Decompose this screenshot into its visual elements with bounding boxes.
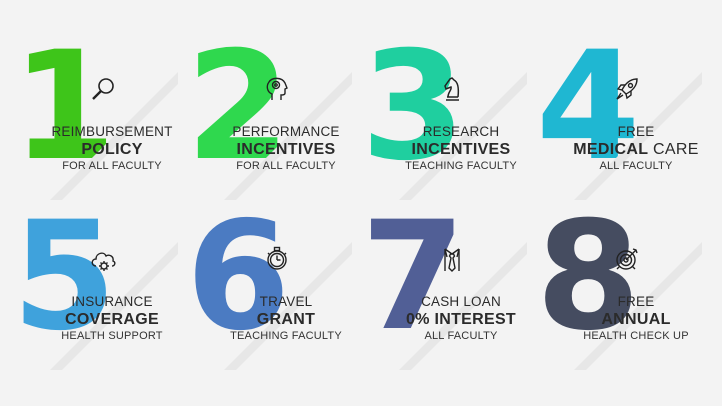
card-line2: ANNUAL	[568, 310, 704, 329]
card-line3: HEALTH CHECK UP	[583, 330, 689, 342]
shirt-tie-icon	[437, 244, 467, 274]
card-4: 4 FREE MEDICAL CARE ALL FACULTY	[532, 32, 704, 200]
card-7: 7 CASH LOAN 0% INTEREST ALL FACULTY	[357, 202, 529, 370]
card-line2-bold: MEDICAL	[573, 141, 649, 158]
card-line3: HEALTH SUPPORT	[61, 330, 163, 342]
card-line1: REIMBURSEMENT	[51, 124, 173, 139]
brain-head-icon	[262, 74, 292, 104]
chess-knight-icon	[437, 74, 467, 104]
card-line2: GRANT	[218, 310, 354, 329]
card-text: REIMBURSEMENT POLICY FOR ALL FACULTY	[44, 124, 180, 174]
card-line2-bold: 0% INTEREST	[406, 311, 516, 328]
card-3: 3 RESEARCH INCENTIVES TEACHING FACULTY	[357, 32, 529, 200]
card-text: PERFORMANCE INCENTIVES FOR ALL FACULTY	[218, 124, 354, 174]
card-line2: 0% INTEREST	[393, 310, 529, 329]
card-line2-light: CARE	[648, 141, 699, 158]
card-line2-bold: ANNUAL	[601, 311, 671, 328]
card-line2: COVERAGE	[44, 310, 180, 329]
card-text: RESEARCH INCENTIVES TEACHING FACULTY	[393, 124, 529, 174]
card-line3: FOR ALL FACULTY	[62, 160, 162, 172]
card-line2: POLICY	[44, 140, 180, 159]
card-8: 8 FREE ANNUAL HEALTH CHECK UP	[532, 202, 704, 370]
rocket-icon	[612, 74, 642, 104]
card-text: CASH LOAN 0% INTEREST ALL FACULTY	[393, 294, 529, 344]
card-line3: ALL FACULTY	[424, 330, 498, 342]
card-line1: CASH LOAN	[421, 294, 501, 309]
card-text: FREE ANNUAL HEALTH CHECK UP	[568, 294, 704, 344]
card-line3: TEACHING FACULTY	[230, 330, 342, 342]
card-line3: TEACHING FACULTY	[405, 160, 517, 172]
card-6: 6 TRAVEL GRANT TEACHING FACULTY	[182, 202, 354, 370]
card-2: 2 PERFORMANCE INCENTIVES FOR ALL FACULTY	[182, 32, 354, 200]
card-line2: MEDICAL CARE	[568, 140, 704, 159]
card-line3: FOR ALL FACULTY	[236, 160, 336, 172]
card-text: FREE MEDICAL CARE ALL FACULTY	[568, 124, 704, 174]
stopwatch-icon	[262, 244, 292, 274]
card-line2-bold: COVERAGE	[65, 311, 159, 328]
card-line2-bold: INCENTIVES	[411, 141, 511, 158]
card-line3: ALL FACULTY	[599, 160, 673, 172]
card-5: 5 INSURANCE COVERAGE HEALTH SUPPORT	[8, 202, 180, 370]
card-line2-bold: INCENTIVES	[236, 141, 336, 158]
card-line1: PERFORMANCE	[232, 124, 340, 139]
card-line2: INCENTIVES	[218, 140, 354, 159]
card-line1: INSURANCE	[71, 294, 153, 309]
card-1: 1 REIMBURSEMENT POLICY FOR ALL FACULTY	[8, 32, 180, 200]
magnifier-icon	[88, 74, 118, 104]
card-line1: FREE	[617, 294, 655, 309]
card-line2: INCENTIVES	[393, 140, 529, 159]
card-line2-bold: POLICY	[81, 141, 143, 158]
card-line1: RESEARCH	[422, 124, 500, 139]
card-text: INSURANCE COVERAGE HEALTH SUPPORT	[44, 294, 180, 344]
cloud-gear-icon	[88, 244, 118, 274]
card-line2-bold: GRANT	[256, 311, 316, 328]
target-icon	[612, 244, 642, 274]
card-line1: FREE	[617, 124, 655, 139]
card-line1: TRAVEL	[259, 294, 313, 309]
card-text: TRAVEL GRANT TEACHING FACULTY	[218, 294, 354, 344]
